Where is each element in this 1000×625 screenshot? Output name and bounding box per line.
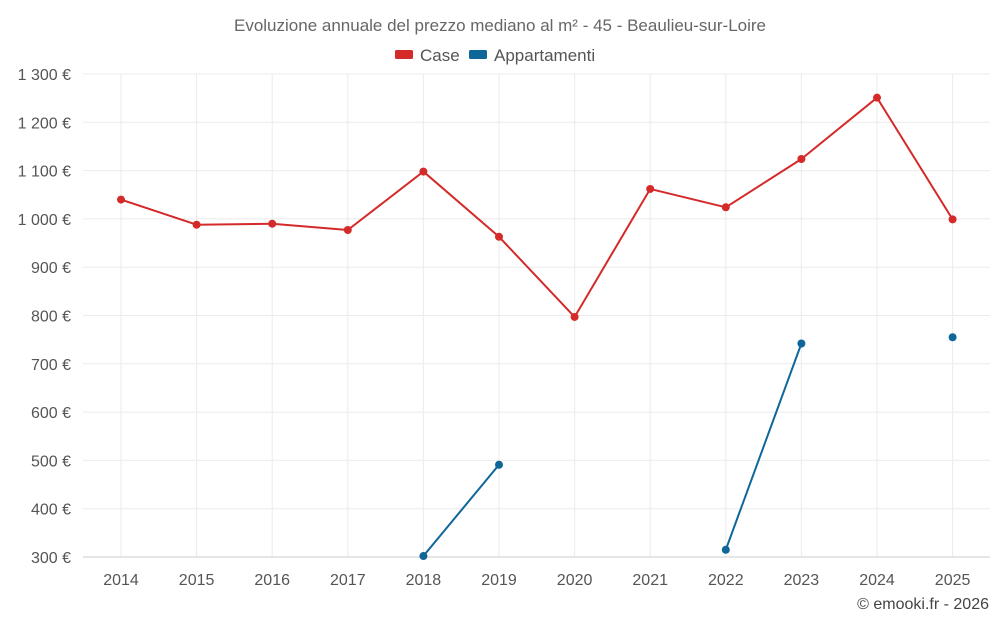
series-line-segment: [800, 96, 878, 161]
data-point[interactable]: [646, 184, 655, 193]
x-tick-label: 2021: [632, 572, 668, 589]
y-tick-label: 300 €: [31, 550, 71, 567]
series-line-segment: [422, 170, 500, 238]
data-point[interactable]: [873, 93, 881, 102]
series-line-segment: [573, 187, 652, 318]
y-tick-label: 800 €: [31, 309, 71, 326]
legend-swatch: [469, 50, 487, 59]
x-tick-label: 2016: [254, 572, 290, 589]
y-tick-label: 900 €: [31, 260, 71, 277]
x-tick-label: 2019: [481, 572, 517, 589]
data-point[interactable]: [268, 219, 277, 228]
x-tick-label: 2023: [784, 572, 820, 589]
y-tick-label: 400 €: [31, 502, 71, 519]
data-point[interactable]: [495, 232, 503, 241]
data-point[interactable]: [419, 167, 428, 176]
y-tick-label: 1 000 €: [18, 212, 71, 229]
x-tick-label: 2017: [330, 572, 366, 589]
legend-label: Case: [420, 46, 460, 65]
series-line-segment: [724, 342, 803, 551]
series-line-segment: [346, 170, 425, 232]
x-tick-label: 2022: [708, 572, 744, 589]
x-tick-label: 2020: [557, 572, 593, 589]
legend-item-case[interactable]: Case: [395, 46, 460, 65]
series-line-segment: [498, 235, 576, 318]
y-axis-ticks: 300 € 400 € 500 € 600 € 700 € 800 € 900 € 1 000…: [18, 67, 71, 567]
legend-item-appartamenti[interactable]: Appartamenti: [469, 46, 595, 65]
data-point[interactable]: [117, 195, 125, 204]
x-tick-label: 2015: [179, 572, 215, 589]
series-group: [117, 93, 957, 561]
data-point[interactable]: [343, 226, 352, 235]
y-tick-label: 700 €: [31, 357, 71, 374]
credit-text: © emooki.fr - 2026: [857, 596, 989, 613]
legend-label: Appartamenti: [494, 46, 595, 65]
y-tick-label: 1 100 €: [18, 164, 71, 181]
x-tick-label: 2025: [935, 572, 971, 589]
series-line-segment: [422, 463, 500, 558]
data-point[interactable]: [797, 155, 806, 164]
data-point[interactable]: [948, 215, 957, 224]
x-tick-label: 2024: [859, 572, 895, 589]
legend: Case Appartamenti: [395, 46, 595, 65]
series-line-segment: [120, 198, 198, 226]
data-point[interactable]: [495, 460, 503, 469]
data-point[interactable]: [570, 312, 579, 321]
y-tick-label: 1 300 €: [18, 67, 71, 84]
legend-swatch: [395, 50, 413, 59]
y-tick-label: 500 €: [31, 453, 71, 470]
chart-title: Evoluzione annuale del prezzo mediano al…: [234, 16, 766, 35]
series-case: [117, 93, 957, 321]
series-line-segment: [271, 222, 349, 232]
data-point[interactable]: [721, 545, 730, 554]
x-tick-label: 2014: [103, 572, 139, 589]
data-point[interactable]: [797, 339, 806, 348]
series-line-segment: [876, 96, 954, 221]
series-line-segment: [724, 158, 803, 209]
series-appartamenti: [419, 333, 957, 561]
series-line-segment: [649, 187, 727, 209]
series-line-segment: [195, 222, 274, 226]
x-tick-label: 2018: [406, 572, 442, 589]
data-point[interactable]: [192, 220, 201, 229]
y-tick-label: 600 €: [31, 405, 71, 422]
data-point[interactable]: [948, 333, 957, 342]
x-axis-ticks: 2014 2015 2016 2017 2018 2019 2020 2021 2022 2023…: [103, 572, 970, 589]
y-tick-label: 1 200 €: [18, 115, 71, 132]
data-point[interactable]: [721, 203, 730, 212]
y-gridlines: [83, 73, 990, 510]
data-point[interactable]: [419, 552, 428, 561]
